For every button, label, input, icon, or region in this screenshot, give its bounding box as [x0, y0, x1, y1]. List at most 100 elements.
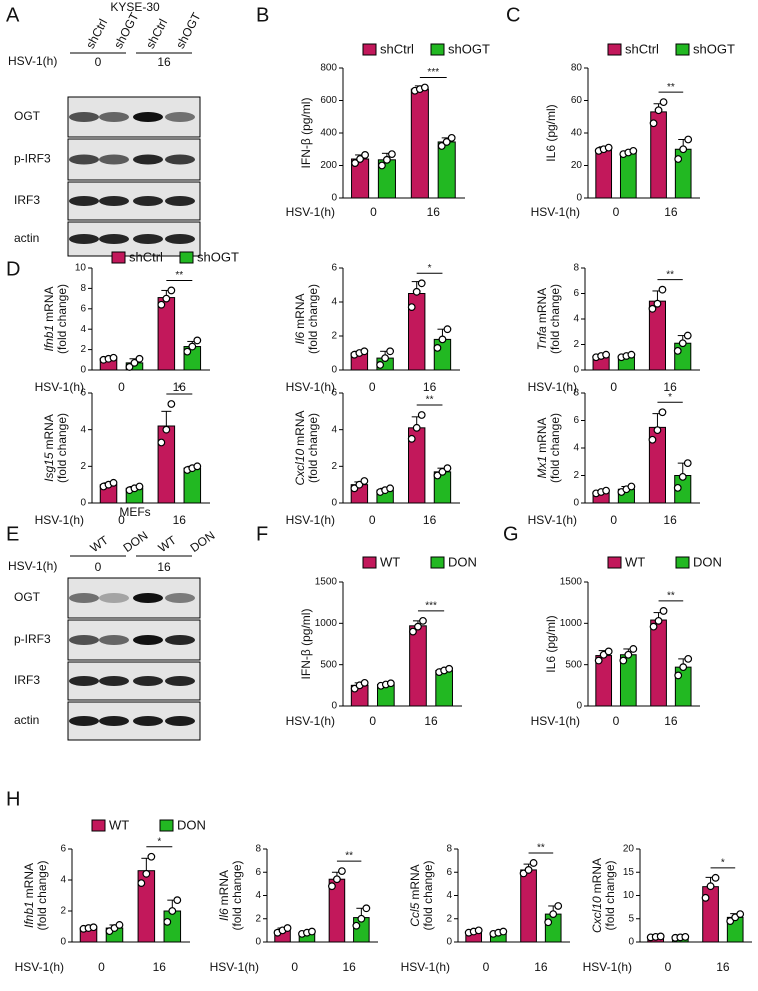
data-point [137, 879, 146, 887]
data-point [188, 342, 197, 351]
data-point [417, 411, 426, 419]
y-tick-label: 0 [331, 193, 337, 204]
x-tick-label: 16 [423, 380, 437, 394]
data-point [681, 932, 690, 941]
gene-name: Cxcl10 [293, 449, 307, 486]
legend-label: shOGT [197, 249, 239, 264]
data-point [350, 484, 359, 493]
data-point [648, 304, 657, 313]
data-point [673, 346, 682, 355]
significance: * [721, 857, 725, 868]
y-tick-label: 4 [255, 890, 261, 901]
legend-swatch [362, 556, 377, 569]
data-point [381, 354, 390, 363]
y-tick-label: 0 [255, 937, 261, 948]
y-tick-label: 0 [628, 937, 634, 948]
y-tick-label: 20 [623, 844, 635, 855]
x-axis-label: HSV-1(h) [286, 513, 335, 527]
x-tick-label: 16 [342, 960, 356, 974]
panel-letter: G [503, 523, 519, 545]
band [69, 635, 99, 645]
legend-swatch [111, 251, 126, 264]
data-point [649, 119, 658, 128]
band [133, 593, 163, 603]
data-point [376, 361, 385, 369]
row-label: p-IRF3 [14, 152, 51, 166]
bar [163, 910, 182, 943]
data-point [499, 927, 508, 936]
data-point [193, 462, 202, 471]
data-point [658, 285, 667, 294]
band [165, 234, 195, 244]
data-point [125, 363, 134, 371]
data-point [433, 344, 442, 352]
band [69, 676, 99, 686]
panel-letter: A [6, 4, 20, 26]
y-tick-label: 0 [80, 498, 86, 509]
bar [544, 913, 562, 943]
data-point [157, 300, 166, 309]
lane-label: WT [88, 533, 112, 556]
data-point [654, 616, 663, 625]
data-point [648, 435, 657, 444]
data-point [338, 867, 346, 875]
x-axis-label: HSV-1(h) [531, 205, 580, 219]
y-tick-label: 80 [571, 63, 583, 74]
data-point [386, 679, 395, 688]
x-axis-label: HSV-1(h) [35, 513, 84, 527]
data-point [355, 480, 364, 489]
data-point [162, 425, 171, 434]
x-axis-label: HSV-1(h) [528, 380, 577, 394]
y-tick-label: 4 [80, 324, 86, 335]
panel-letter: F [256, 523, 268, 545]
x-axis-label: HSV-1(h) [531, 714, 580, 728]
data-point [362, 904, 371, 913]
data-point [409, 627, 417, 636]
legend-swatch [179, 251, 194, 264]
y-axis-label-unit: mRNA [42, 286, 56, 321]
data-point [437, 142, 446, 150]
data-point [360, 477, 369, 485]
y-tick-label: 0 [576, 193, 582, 204]
gene-name: Mx1 [535, 456, 549, 479]
xlabel: HSV-1(h) [8, 54, 57, 68]
band [69, 154, 99, 165]
panel-letter: C [506, 4, 520, 26]
y-tick-label: 8 [255, 844, 261, 855]
y-axis-label: IFN-β (pg/ml) [299, 98, 313, 169]
y-tick-label: 0 [576, 701, 582, 712]
x-tick-label: 0 [118, 380, 125, 394]
gene-name: Ccl5 [408, 902, 422, 926]
significance: * [428, 263, 432, 274]
data-point [417, 279, 426, 288]
data-point [168, 907, 177, 915]
y-tick-label: 1000 [315, 618, 338, 629]
data-point [673, 483, 682, 492]
x-tick-label: 16 [664, 205, 678, 219]
row-label: actin [14, 713, 39, 727]
y-tick-label: 0 [573, 365, 579, 376]
y-axis-label: Tnfa mRNA [535, 288, 549, 350]
data-point [678, 339, 687, 348]
y-tick-label: 2 [446, 913, 452, 924]
y-tick-label: 6 [80, 388, 86, 399]
band [165, 593, 195, 603]
data-point [711, 873, 720, 882]
data-point [386, 347, 395, 356]
y-tick-label: 60 [571, 95, 583, 106]
y-tick-label: 8 [80, 283, 86, 294]
group-label: 0 [95, 560, 102, 574]
band [165, 196, 195, 206]
data-point [679, 145, 688, 154]
bar [157, 425, 176, 504]
data-point [183, 347, 192, 356]
band [165, 676, 195, 686]
row-label: OGT [14, 109, 41, 123]
x-axis-label: HSV-1(h) [286, 205, 335, 219]
legend-label: WT [109, 817, 129, 832]
panel-letter: D [6, 258, 20, 280]
lane-label: shOGT [111, 10, 142, 51]
data-point [653, 299, 662, 308]
y-axis-label: IL6 (pg/ml) [544, 104, 558, 161]
x-tick-label: 0 [369, 513, 376, 527]
